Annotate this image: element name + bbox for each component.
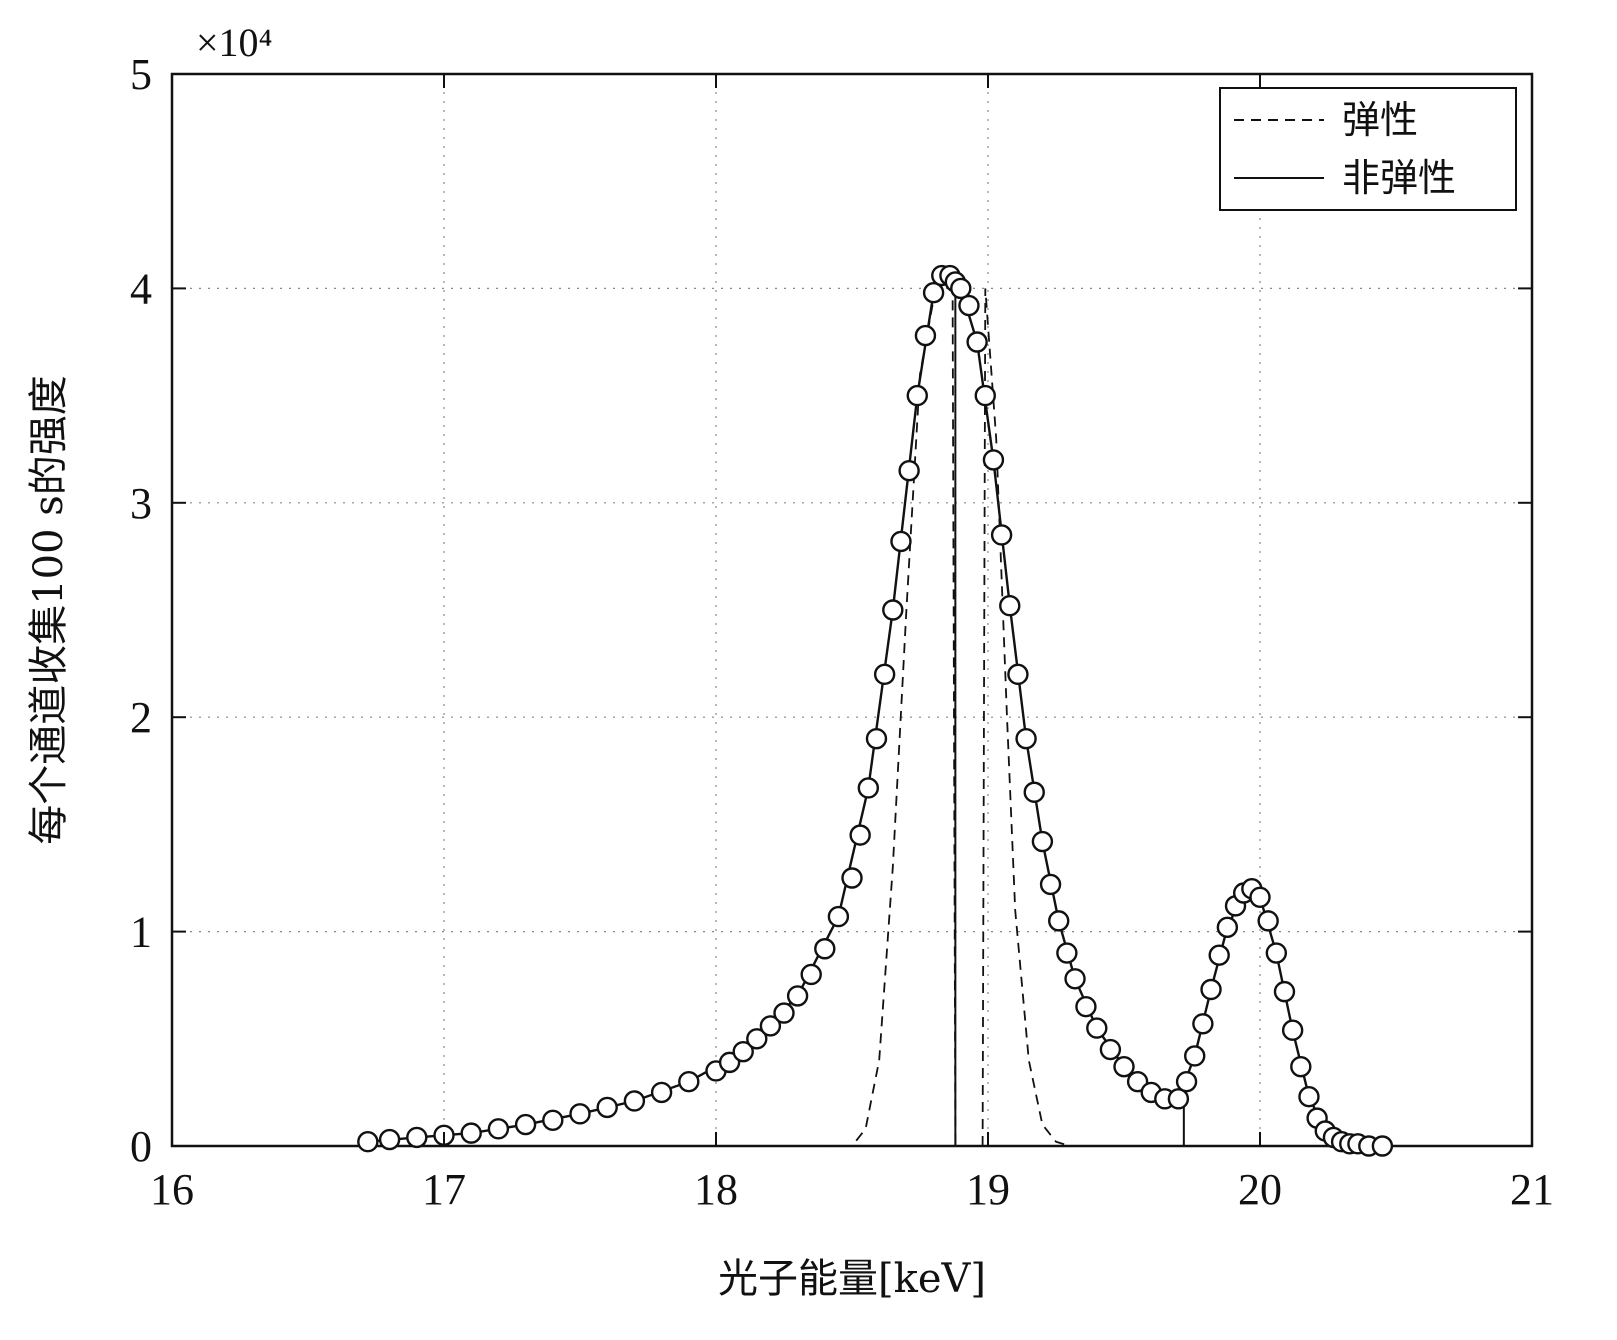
- data-point: [1064, 968, 1086, 990]
- data-point: [841, 867, 863, 889]
- grid: [172, 74, 1532, 1146]
- data-point: [487, 1118, 510, 1140]
- data-point: [1249, 886, 1271, 908]
- legend-box: [1219, 87, 1517, 211]
- y-tick-label: 5: [130, 50, 152, 99]
- data-point: [890, 530, 912, 553]
- x-axis-title: 光子能量[keV]: [718, 1256, 986, 1302]
- data-point: [950, 277, 972, 300]
- data-point: [814, 938, 836, 960]
- data-point: [1265, 942, 1288, 964]
- data-point: [882, 599, 904, 621]
- marker-layer: [357, 264, 1394, 1157]
- data-point: [966, 331, 988, 353]
- data-point: [623, 1090, 646, 1112]
- x-tick-label: 18: [694, 1165, 738, 1214]
- plot-area-frame: [170, 72, 1534, 1148]
- data-point: [982, 449, 1005, 471]
- data-point: [1039, 873, 1062, 896]
- data-point: [786, 985, 809, 1007]
- data-point: [1031, 830, 1054, 853]
- data-point: [514, 1113, 537, 1136]
- data-point: [1371, 1135, 1394, 1157]
- y-tick-label: 3: [130, 479, 152, 528]
- data-point: [378, 1128, 401, 1151]
- axis-ticks: 16 17 18 19 20 21 0 1 2 3 4 5: [130, 50, 1554, 1214]
- data-point: [914, 324, 937, 347]
- elastic-series-line: [824, 287, 957, 1147]
- data-point: [1200, 978, 1222, 1001]
- x-tick-label: 20: [1238, 1165, 1282, 1214]
- y-tick-label: 0: [130, 1122, 152, 1171]
- data-point: [990, 524, 1013, 546]
- data-point: [1167, 1088, 1190, 1110]
- data-point: [569, 1103, 591, 1125]
- data-point: [873, 663, 896, 686]
- y-tick-label: 1: [130, 908, 152, 957]
- elastic-series-line: [981, 288, 1070, 1147]
- data-point: [958, 294, 980, 317]
- data-point: [1298, 1085, 1320, 1108]
- legend-label-elastic: 弹性: [1342, 98, 1418, 142]
- data-point: [732, 1040, 754, 1063]
- data-point: [898, 459, 920, 482]
- data-point: [746, 1028, 768, 1050]
- x-tick-label: 16: [150, 1165, 194, 1214]
- x-tick-label: 21: [1510, 1165, 1554, 1214]
- data-point: [1175, 1070, 1198, 1093]
- data-point: [1257, 910, 1279, 932]
- data-point: [857, 777, 880, 799]
- data-point: [800, 963, 822, 986]
- data-point: [1075, 995, 1097, 1018]
- data-point: [1290, 1055, 1312, 1078]
- data-point: [1273, 980, 1296, 1003]
- data-point: [460, 1122, 482, 1144]
- data-point: [650, 1081, 673, 1104]
- legend: 弹性 非弹性: [1219, 87, 1517, 211]
- data-point: [1099, 1038, 1122, 1061]
- data-point: [906, 384, 928, 407]
- data-point: [773, 1002, 795, 1024]
- data-point: [849, 824, 871, 846]
- data-point: [596, 1096, 618, 1119]
- data-point: [1113, 1055, 1135, 1078]
- y-axis-title: 每个通道收集100 s的强度: [26, 375, 72, 845]
- data-point: [1281, 1019, 1304, 1041]
- data-point: [678, 1070, 700, 1093]
- data-point: [1007, 663, 1029, 686]
- data-point: [974, 384, 996, 407]
- data-point: [759, 1015, 782, 1037]
- data-point: [406, 1126, 428, 1149]
- data-point: [865, 727, 888, 750]
- data-point: [1015, 727, 1037, 750]
- data-point: [1023, 781, 1045, 803]
- data-point: [827, 905, 850, 928]
- data-point: [357, 1131, 379, 1153]
- data-point: [542, 1109, 564, 1131]
- data-point: [1192, 1013, 1214, 1035]
- data-point: [1208, 944, 1230, 966]
- x-tick-label: 19: [966, 1165, 1010, 1214]
- data-point: [1056, 942, 1078, 964]
- data-point: [922, 281, 945, 304]
- data-point: [1216, 916, 1239, 939]
- data-point: [1086, 1017, 1108, 1039]
- x-tick-label: 17: [422, 1165, 466, 1214]
- y-tick-label: 4: [130, 264, 152, 313]
- y-axis-multiplier: ×10⁴: [196, 20, 273, 65]
- data-point: [1184, 1045, 1206, 1067]
- data-point: [1048, 910, 1070, 932]
- legend-label-inelastic: 非弹性: [1342, 156, 1456, 200]
- data-point: [999, 595, 1021, 617]
- y-tick-label: 2: [130, 693, 152, 742]
